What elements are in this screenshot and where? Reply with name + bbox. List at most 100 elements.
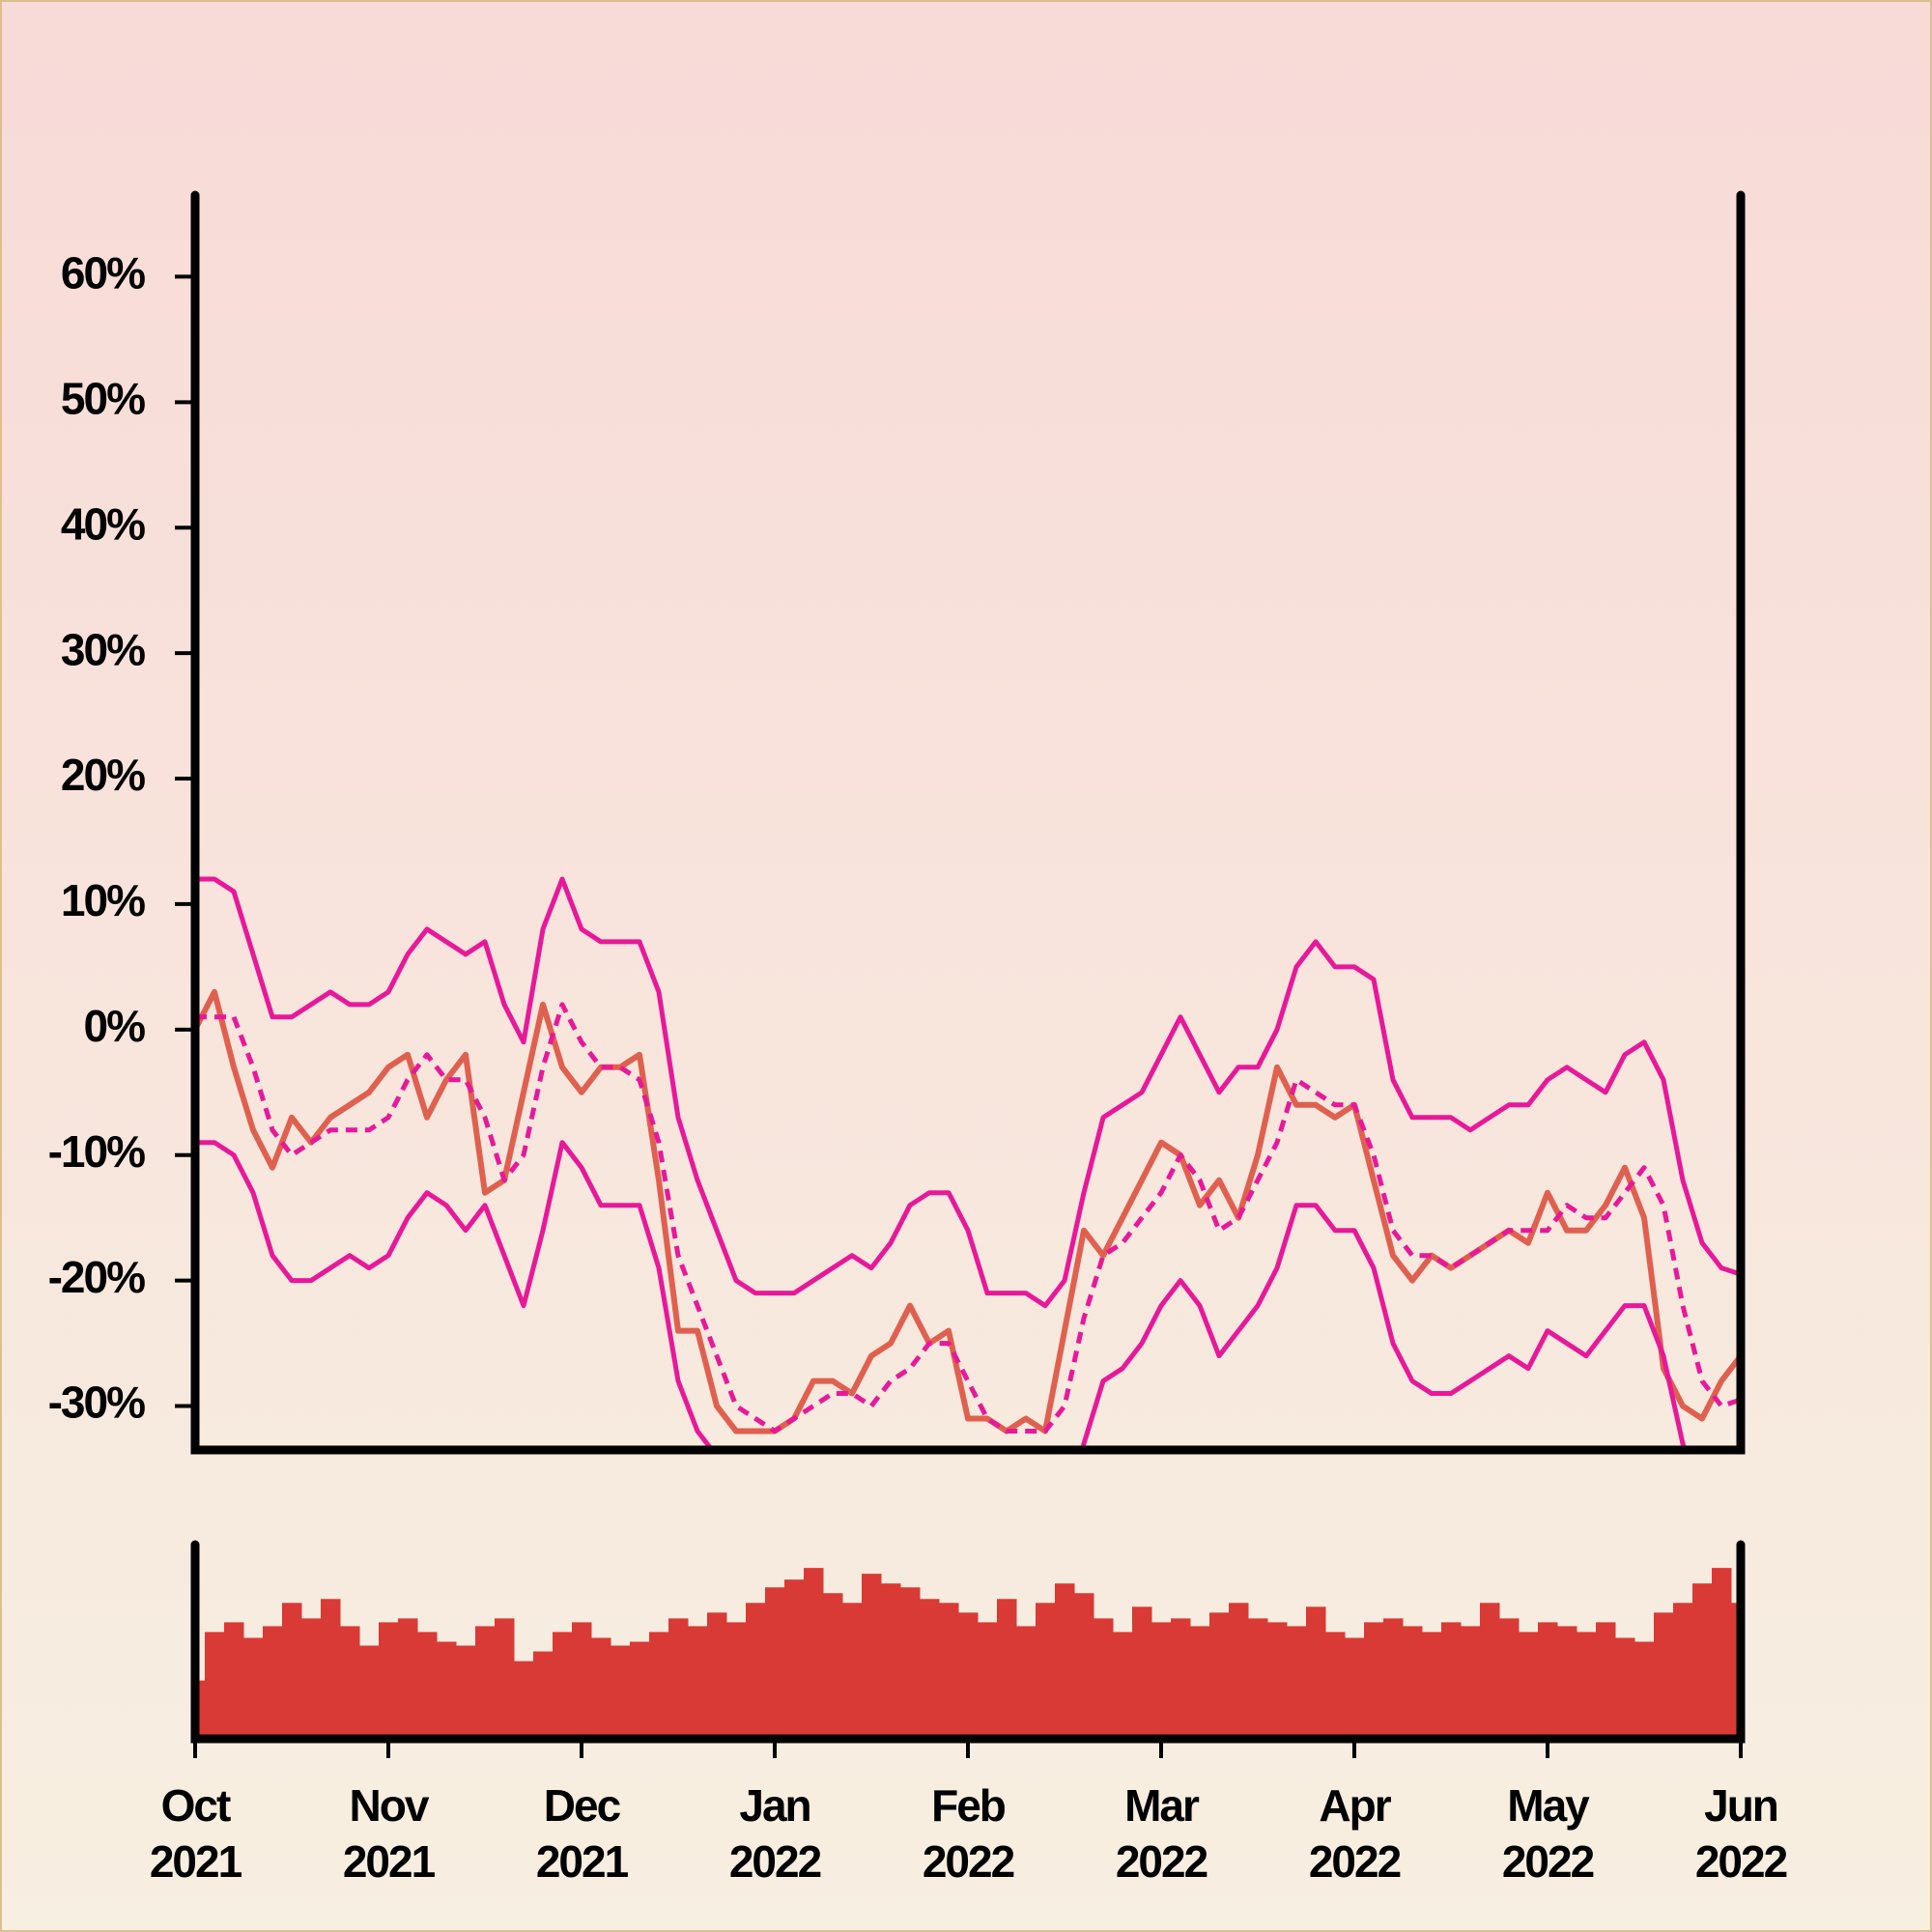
volume-bar	[1538, 1622, 1558, 1739]
volume-bar	[649, 1632, 669, 1739]
x-tick-label: Oct 2021	[149, 1780, 242, 1887]
volume-bar	[1596, 1622, 1616, 1739]
volume-bar	[765, 1587, 785, 1739]
volume-bar	[1325, 1632, 1346, 1739]
x-tick-label: Jun 2022	[1694, 1780, 1788, 1887]
band-line	[195, 1140, 1688, 1450]
volume-bar	[1499, 1618, 1520, 1739]
volume-bar	[920, 1599, 940, 1739]
volume-plot	[195, 1568, 1741, 1739]
volume-bar	[301, 1618, 322, 1739]
x-tick-label: Mar 2022	[1115, 1780, 1208, 1887]
volume-bar	[398, 1618, 418, 1739]
volume-bar	[321, 1599, 341, 1739]
volume-bar	[1151, 1622, 1172, 1739]
volume-bar	[591, 1637, 611, 1739]
volume-bar	[707, 1612, 727, 1739]
volume-bar	[263, 1626, 283, 1739]
x-tick-label: Dec 2021	[535, 1780, 629, 1887]
x-tick-label: Jan 2022	[728, 1780, 822, 1887]
volume-bar	[1287, 1626, 1307, 1739]
volume-bar	[1345, 1637, 1365, 1739]
volume-bar	[1094, 1618, 1114, 1739]
volume-bar	[900, 1587, 921, 1739]
volume-bar	[939, 1603, 959, 1739]
volume-bar	[688, 1626, 708, 1739]
y-tick-label: 50%	[61, 373, 145, 423]
volume-bar	[572, 1622, 592, 1739]
y-tick-label: -30%	[48, 1378, 145, 1428]
volume-bar	[205, 1632, 225, 1739]
volume-bar	[1016, 1626, 1037, 1739]
volume-bar	[1731, 1603, 1741, 1739]
volume-bar	[1673, 1603, 1693, 1739]
volume-bar	[437, 1641, 457, 1739]
x-tick-label: Nov 2021	[342, 1780, 436, 1887]
volume-bar	[359, 1645, 380, 1739]
volume-bar	[842, 1603, 863, 1739]
volume-bar	[456, 1645, 476, 1739]
volume-bar	[1692, 1583, 1713, 1739]
volume-bar	[1634, 1641, 1655, 1739]
x-tick-label: May 2022	[1501, 1780, 1595, 1887]
volume-bar	[881, 1583, 901, 1739]
volume-bar	[1654, 1612, 1674, 1739]
band-mid-line	[195, 1002, 1741, 1434]
volume-bar	[282, 1603, 302, 1739]
volume-bar	[1422, 1632, 1442, 1739]
volume-bar	[475, 1626, 496, 1739]
volume-bar	[668, 1618, 689, 1739]
volume-bar	[784, 1579, 805, 1739]
volume-bar	[1267, 1622, 1288, 1739]
volume-bar	[1364, 1622, 1384, 1739]
volume-bar	[978, 1622, 998, 1739]
y-tick-label: 20%	[61, 750, 145, 800]
volume-bar	[224, 1622, 244, 1739]
y-tick-label: 0%	[84, 1001, 146, 1051]
x-tick-label: Apr 2022	[1308, 1780, 1402, 1887]
volume-bar	[997, 1599, 1017, 1739]
volume-bar	[1248, 1618, 1268, 1739]
volume-bar	[1113, 1632, 1133, 1739]
x-tick-label: Feb 2022	[922, 1780, 1015, 1887]
volume-bar	[611, 1645, 631, 1739]
volume-bar	[243, 1637, 264, 1739]
volume-bar	[195, 1680, 206, 1739]
volume-bar	[379, 1622, 399, 1739]
y-tick-label: -10%	[48, 1126, 145, 1177]
volume-bar	[340, 1626, 360, 1739]
y-tick-label: 60%	[61, 248, 145, 298]
volume-bar	[1480, 1603, 1500, 1739]
y-tick-label: 40%	[61, 498, 145, 549]
main-plot	[195, 876, 1741, 1450]
volume-bar	[726, 1622, 747, 1739]
volume-bar	[1036, 1603, 1056, 1739]
volume-bar	[630, 1641, 650, 1739]
volume-bar	[1557, 1626, 1577, 1739]
price-line	[195, 988, 1741, 1435]
y-tick-label: -20%	[48, 1252, 145, 1302]
volume-bar	[958, 1612, 979, 1739]
volume-bar	[1615, 1637, 1635, 1739]
volume-bar	[1229, 1603, 1249, 1739]
volume-bar	[495, 1618, 515, 1739]
volume-bar	[1441, 1622, 1462, 1739]
volume-bar	[1132, 1606, 1152, 1739]
volume-bar	[862, 1574, 882, 1739]
volume-bar	[804, 1568, 824, 1739]
volume-bar	[1074, 1593, 1094, 1739]
volume-bar	[1712, 1568, 1732, 1739]
volume-bar	[1171, 1618, 1191, 1739]
volume-bar	[1461, 1626, 1481, 1739]
volume-bar	[1209, 1612, 1230, 1739]
band-line	[195, 876, 1741, 1309]
volume-bar	[1403, 1626, 1423, 1739]
volume-bar	[1306, 1606, 1326, 1739]
volume-bar	[553, 1632, 573, 1739]
volume-bar	[514, 1661, 534, 1739]
volume-bar	[1190, 1626, 1210, 1739]
y-tick-label: 30%	[61, 624, 145, 674]
volume-bar	[746, 1603, 766, 1739]
